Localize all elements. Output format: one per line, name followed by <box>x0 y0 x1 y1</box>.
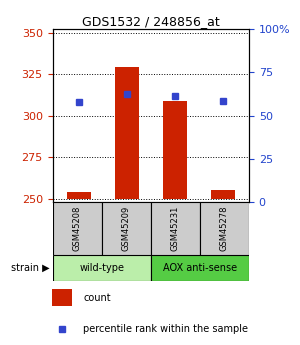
Text: GSM45278: GSM45278 <box>220 206 229 251</box>
Bar <box>151 255 249 281</box>
Bar <box>102 202 151 255</box>
Bar <box>211 190 235 198</box>
Text: percentile rank within the sample: percentile rank within the sample <box>83 325 248 334</box>
Text: AOX anti-sense: AOX anti-sense <box>163 263 237 273</box>
Text: GSM45231: GSM45231 <box>171 206 180 251</box>
Bar <box>52 255 151 281</box>
Bar <box>151 202 200 255</box>
Title: GDS1532 / 248856_at: GDS1532 / 248856_at <box>82 15 220 28</box>
Bar <box>67 192 91 198</box>
Bar <box>200 202 249 255</box>
Bar <box>52 202 102 255</box>
Bar <box>163 101 187 198</box>
Bar <box>52 289 72 306</box>
Text: strain ▶: strain ▶ <box>11 263 50 273</box>
Text: GSM45209: GSM45209 <box>122 206 131 251</box>
Text: wild-type: wild-type <box>79 263 124 273</box>
Text: GSM45208: GSM45208 <box>73 206 82 251</box>
Text: count: count <box>83 293 111 303</box>
Bar <box>115 68 139 198</box>
